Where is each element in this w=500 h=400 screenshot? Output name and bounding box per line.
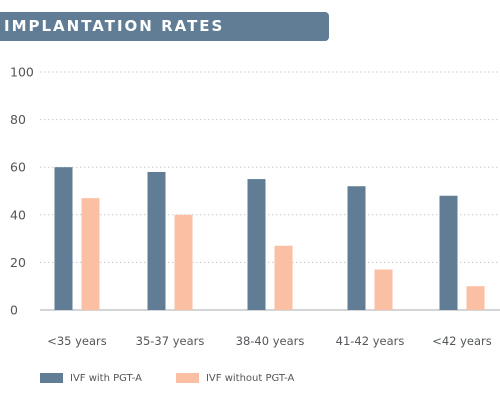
bar-with-pgt-a-3	[347, 186, 366, 310]
bar-with-pgt-a-2	[247, 179, 266, 310]
legend-swatch-without-pgt-a	[175, 373, 199, 383]
legend: IVF with PGT-A IVF without PGT-A	[40, 368, 328, 388]
y-tick-label-20: 20	[10, 255, 26, 270]
x-category-label-0: <35 years	[47, 334, 107, 348]
bar-without-pgt-a-1	[174, 214, 193, 310]
bars	[54, 167, 485, 310]
chart-title-banner: IMPLANTATION RATES	[0, 12, 329, 41]
x-category-label-3: 41-42 years	[336, 334, 405, 348]
bar-without-pgt-a-0	[81, 198, 100, 310]
bar-with-pgt-a-0	[54, 167, 73, 310]
bar-without-pgt-a-2	[274, 245, 293, 310]
y-tick-label-0: 0	[10, 303, 18, 318]
bar-without-pgt-a-3	[374, 269, 393, 310]
y-tick-label-60: 60	[10, 160, 26, 175]
legend-item-with-pgt-a: IVF with PGT-A	[40, 373, 142, 384]
y-tick-label-100: 100	[10, 65, 34, 80]
y-tick-label-80: 80	[10, 112, 26, 127]
x-category-label-1: 35-37 years	[136, 334, 205, 348]
x-category-label-2: 38-40 years	[236, 334, 305, 348]
y-tick-label-40: 40	[10, 207, 26, 222]
legend-label-with-pgt-a: IVF with PGT-A	[70, 372, 142, 384]
bar-with-pgt-a-4	[439, 195, 458, 310]
x-category-label-4: <42 years	[432, 334, 492, 348]
y-axis-tick-labels: 0 20 40 60 80 100	[10, 65, 34, 318]
gridlines	[40, 71, 500, 311]
bar-without-pgt-a-4	[466, 286, 485, 310]
legend-label-without-pgt-a: IVF without PGT-A	[205, 372, 295, 384]
legend-swatch-with-pgt-a	[40, 373, 63, 383]
bar-with-pgt-a-1	[147, 171, 166, 310]
x-axis-category-labels: <35 years 35-37 years 38-40 years 41-42 yea…	[47, 334, 492, 348]
chart-title: IMPLANTATION RATES	[4, 17, 225, 35]
legend-item-without-pgt-a: IVF without PGT-A	[175, 372, 295, 384]
